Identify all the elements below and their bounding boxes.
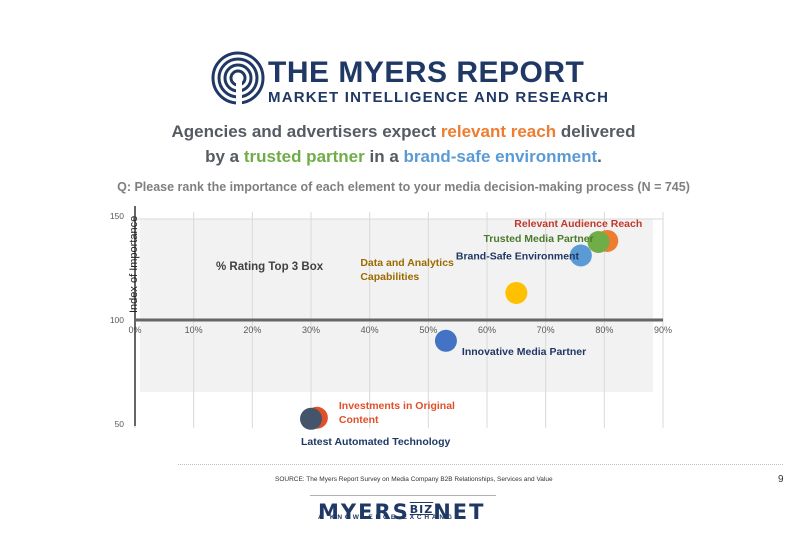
y-axis-label: Index of Importance bbox=[128, 216, 140, 313]
headline-line-2: by a trusted partner in a brand-safe env… bbox=[205, 147, 602, 166]
x-tick-label: 60% bbox=[478, 325, 496, 335]
x-tick-label: 10% bbox=[185, 325, 203, 335]
myers-logo-icon bbox=[211, 51, 265, 106]
x-tick-label: 90% bbox=[654, 325, 672, 335]
point-label: Brand-Safe Environment bbox=[456, 251, 580, 263]
myersbiznet-tagline: A KNOWLEDGE EXCHANGE bbox=[318, 514, 462, 521]
biz-logo-divider bbox=[310, 495, 496, 496]
x-tick-label: 40% bbox=[361, 325, 379, 335]
x-tick-label: 30% bbox=[302, 325, 320, 335]
survey-question: Q: Please rank the importance of each el… bbox=[117, 180, 690, 194]
scatter-point: Innovative Media Partner bbox=[434, 329, 457, 352]
plot-background bbox=[140, 219, 653, 392]
point-label: Innovative Media Partner bbox=[462, 346, 586, 358]
logo-title: THE MYERS REPORT bbox=[268, 56, 585, 89]
footer-divider bbox=[178, 464, 783, 465]
source-note: SOURCE: The Myers Report Survey on Media… bbox=[275, 476, 553, 483]
point-label: Data and Analytics Capabilities bbox=[360, 257, 454, 283]
headline-line-1: Agencies and advertisers expect relevant… bbox=[171, 122, 636, 141]
logo-subtitle: MARKET INTELLIGENCE AND RESEARCH bbox=[268, 89, 610, 106]
point-label: Investments in Original Content bbox=[339, 400, 455, 426]
x-tick-label: 80% bbox=[595, 325, 613, 335]
chart-annotation: % Rating Top 3 Box bbox=[216, 261, 324, 273]
myersbiznet-logo: MYERSBIZNET bbox=[318, 500, 486, 524]
point-label: Relevant Audience Reach bbox=[514, 218, 642, 230]
y-tick-labels: 50 100 150 bbox=[110, 211, 124, 429]
x-tick-labels: 0% 10% 20% 30% 40% 50% 60% 70% 80% 90% bbox=[128, 325, 672, 335]
scatter-point: Data and Analytics Capabilities bbox=[505, 281, 528, 304]
page-number: 9 bbox=[778, 474, 784, 485]
x-tick-label: 20% bbox=[243, 325, 261, 335]
x-tick-label: 70% bbox=[537, 325, 555, 335]
x-tick-label: 50% bbox=[419, 325, 437, 335]
y-tick-label: 150 bbox=[110, 211, 124, 221]
point-label: Latest Automated Technology bbox=[301, 436, 451, 448]
y-tick-label: 100 bbox=[110, 315, 124, 325]
x-tick-label: 0% bbox=[128, 325, 141, 335]
scatter-point: Brand-Safe Environment bbox=[569, 244, 592, 267]
y-tick-label: 50 bbox=[115, 419, 125, 429]
scatter-point: Latest Automated Technology bbox=[300, 407, 322, 430]
scatter-point: Trusted Media Partner bbox=[587, 231, 610, 253]
point-label: Trusted Media Partner bbox=[483, 233, 593, 245]
